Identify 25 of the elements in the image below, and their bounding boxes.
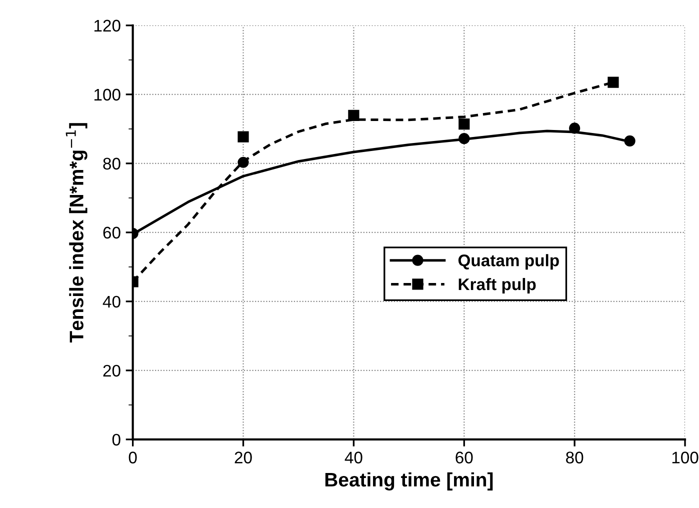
legend-label: Kraft pulp: [458, 278, 536, 294]
x-axis-title: Beating time [min]: [325, 472, 493, 491]
x-tick-label: 100: [672, 452, 698, 464]
point: [238, 131, 249, 142]
y-tick-label: 20: [103, 364, 120, 377]
y-axis-title: Tensile index [N*m*g$^{−1}$]: [66, 123, 88, 343]
point: [569, 122, 580, 134]
x-tick-label: 60: [456, 452, 473, 464]
point: [458, 133, 470, 144]
x-tick-label: 40: [344, 452, 362, 464]
y-tick-label: 60: [103, 226, 120, 239]
x-tick-label: 80: [566, 452, 584, 464]
y-tick-label: 40: [102, 296, 120, 308]
y-tick-label: 80: [103, 158, 120, 170]
point: [348, 110, 360, 122]
point: [238, 156, 249, 168]
point: [458, 118, 470, 130]
legend-label: Quatam pulp: [458, 254, 559, 270]
point: [608, 76, 619, 88]
y-tick-label: 0: [112, 434, 120, 446]
point: [624, 135, 636, 147]
x-tick-label: 0: [128, 452, 137, 464]
x-tick-label: 20: [234, 452, 252, 464]
y-tick-label: 100: [94, 88, 120, 101]
y-tick-label: 120: [94, 20, 120, 32]
